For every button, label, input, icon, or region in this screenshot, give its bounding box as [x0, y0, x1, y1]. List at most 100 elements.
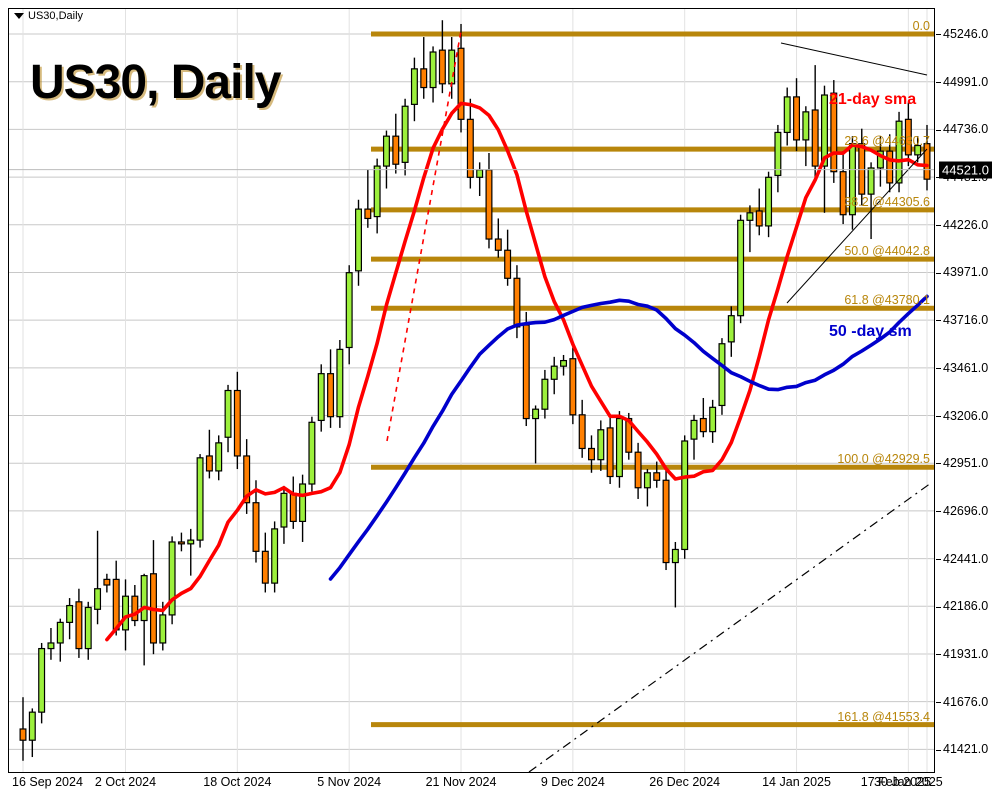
candle-body	[252, 502, 260, 552]
candle-body	[588, 447, 595, 461]
candle-body	[336, 348, 344, 418]
tick-mark-icon	[936, 320, 941, 322]
candle-body	[653, 472, 661, 481]
price-axis-tick-label: 44736.0	[943, 122, 989, 137]
candle-body	[271, 528, 279, 584]
candle-body	[830, 92, 838, 173]
candle-body	[532, 408, 540, 420]
date-axis-tick: 21 Nov 2024	[425, 775, 497, 789]
candle-body	[457, 47, 465, 120]
candle-body	[858, 143, 866, 195]
candle-body	[438, 49, 446, 85]
candle-body	[671, 548, 679, 564]
candle-body	[112, 578, 120, 631]
candle-body	[634, 451, 642, 489]
candle-body	[392, 135, 400, 165]
chart-plot-area[interactable]: 0.0 23.6 @44630.7 38.2 @44305.6 50.0 @44042…	[8, 8, 935, 773]
candle-body	[28, 711, 36, 741]
price-axis-tick: 43461.0	[936, 361, 988, 375]
price-axis-tick-label: 45246.0	[943, 27, 989, 42]
price-axis-tick-label: 43971.0	[943, 265, 989, 280]
price-axis-tick-label: 42441.0	[943, 551, 989, 566]
price-axis-tick-label: 42186.0	[943, 599, 989, 614]
price-axis-tick: 42951.0	[936, 456, 988, 470]
candle-body	[550, 365, 558, 380]
candle-body	[448, 49, 456, 85]
candle-body	[355, 208, 362, 272]
candle-body	[205, 455, 213, 472]
tick-mark-icon	[936, 511, 941, 513]
fib-level-label: 0.0	[912, 19, 930, 34]
chevron-down-icon[interactable]	[14, 13, 24, 19]
candle-body	[159, 614, 167, 644]
candle-body	[75, 601, 83, 650]
candle-body	[793, 96, 801, 141]
candle-body	[429, 51, 437, 89]
fib-level-label: 61.8 @43780.1	[844, 293, 930, 308]
date-axis-tick: 2 Oct 2024	[94, 775, 157, 789]
price-axis-tick-label: 42696.0	[943, 503, 989, 518]
candle-body	[522, 324, 530, 420]
date-axis-tick: 30 Jan 2025	[873, 775, 943, 789]
date-axis[interactable]: 16 Sep 2024 2 Oct 2024 18 Oct 2024 5 Nov 20…	[8, 775, 943, 797]
price-axis-tick: 44736.0	[936, 122, 988, 136]
price-axis-tick: 42441.0	[936, 552, 988, 566]
candle-body	[84, 606, 92, 650]
date-axis-tick: 16 Sep 2024	[12, 775, 83, 789]
price-axis-tick-label: 44991.0	[943, 74, 989, 89]
date-axis-tick: 17 Feb 2025	[860, 775, 931, 789]
candle-body	[187, 539, 195, 545]
price-axis-tick: 43716.0	[936, 313, 988, 327]
price-axis-tick-label: 41676.0	[943, 694, 989, 709]
candle-body	[541, 378, 549, 410]
tick-mark-icon	[936, 606, 941, 608]
label-50sma: 50 -day sm	[829, 323, 912, 340]
tick-mark-icon	[936, 81, 941, 83]
candle-body	[578, 414, 586, 450]
date-axis-tick: 9 Dec 2024	[540, 775, 605, 789]
fib-level-label: 23.6 @44630.7	[844, 134, 930, 149]
candle-body	[727, 315, 735, 343]
candle-body	[839, 171, 847, 216]
candle-body	[606, 427, 614, 478]
candle-body	[755, 210, 763, 227]
candle-body	[699, 417, 707, 433]
candle-body	[783, 96, 791, 134]
candle-body	[364, 208, 372, 220]
candle-body	[895, 120, 903, 184]
tick-mark-icon	[936, 463, 941, 465]
candle-body	[504, 249, 512, 279]
candle-body	[373, 165, 381, 218]
candle-body	[38, 647, 46, 713]
candle-body	[280, 492, 288, 528]
candle-body	[122, 595, 130, 631]
candle-body	[662, 479, 670, 564]
symbol-header[interactable]: US30,Daily	[14, 10, 83, 22]
candle-body	[867, 167, 875, 195]
tick-mark-icon	[936, 749, 941, 751]
candle-body	[625, 417, 633, 453]
tick-mark-icon	[936, 558, 941, 560]
price-axis-tick-label: 41931.0	[943, 646, 989, 661]
price-axis-tick: 41931.0	[936, 647, 988, 661]
candle-body	[643, 472, 651, 489]
candle-body	[802, 111, 810, 141]
candle-body	[327, 373, 335, 418]
candle-body	[140, 575, 148, 622]
candle-body	[904, 118, 912, 156]
candle-body	[886, 150, 894, 184]
date-axis-tick: 18 Oct 2024	[203, 775, 272, 789]
candle-body	[681, 440, 689, 551]
date-axis-tick: 26 Dec 2024	[649, 775, 721, 789]
tick-mark-icon	[936, 368, 941, 370]
price-axis-tick: 41421.0	[936, 742, 988, 756]
price-axis[interactable]: 45246.044991.044736.044481.044226.043971…	[936, 8, 1000, 773]
candle-body	[690, 419, 698, 440]
price-axis-tick: 42696.0	[936, 504, 988, 518]
chart-watermark-title: US30, Daily	[30, 56, 281, 109]
tick-mark-icon	[936, 415, 941, 417]
candle-body	[317, 373, 325, 422]
candle-body	[811, 109, 819, 167]
candle-body	[382, 135, 390, 167]
